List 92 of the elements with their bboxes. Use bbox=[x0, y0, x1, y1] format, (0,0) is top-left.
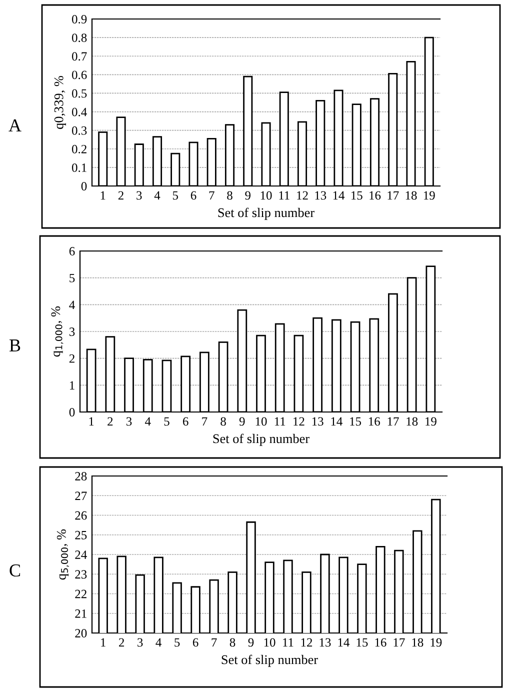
y-tick-label: 0.7 bbox=[72, 52, 87, 61]
x-tick-label: 4 bbox=[156, 638, 162, 647]
x-tick-label: 16 bbox=[368, 417, 380, 426]
y-tick-label: 0.9 bbox=[72, 15, 87, 24]
y-tick-label: 1 bbox=[70, 381, 74, 390]
x-tick-label: 3 bbox=[126, 417, 132, 426]
x-tick-label: 15 bbox=[356, 638, 368, 647]
x-tick-label: 10 bbox=[260, 191, 272, 200]
x-tick-label: 18 bbox=[406, 191, 417, 200]
x-tick-label: 9 bbox=[245, 191, 250, 200]
x-tick-label: 1 bbox=[89, 417, 94, 426]
x-tick-label: 19 bbox=[424, 191, 435, 200]
y-tick-label: 6 bbox=[69, 247, 75, 256]
x-tick-label: 17 bbox=[388, 417, 399, 426]
y-tick-label: 4 bbox=[69, 300, 75, 310]
x-tick-label: 17 bbox=[388, 191, 399, 200]
x-tick-label: 2 bbox=[108, 417, 113, 426]
text: A bbox=[8, 119, 22, 132]
x-tick-label: 16 bbox=[375, 638, 386, 647]
y-tick-label: 20 bbox=[75, 629, 87, 638]
text: C bbox=[10, 564, 20, 577]
y-tick-label: 0 bbox=[81, 182, 87, 190]
x-tick-label: 2 bbox=[119, 638, 124, 647]
y-tick-label: 0.1 bbox=[72, 163, 86, 172]
x-tick-label: 2 bbox=[118, 191, 124, 200]
x-axis-title: Set of slip number bbox=[218, 208, 314, 220]
y-tick-label: 0 bbox=[69, 408, 75, 416]
x-tick-label: 7 bbox=[202, 417, 208, 426]
x-tick-label: 4 bbox=[154, 191, 160, 200]
y-tick-label: 27 bbox=[75, 492, 87, 500]
x-tick-label: 14 bbox=[338, 638, 350, 647]
y-tick-label: 26 bbox=[75, 511, 87, 520]
x-tick-label: 8 bbox=[220, 417, 226, 426]
x-tick-label: 1 bbox=[100, 191, 106, 200]
x-tick-label: 7 bbox=[209, 191, 214, 200]
x-tick-label: 3 bbox=[138, 638, 143, 647]
y-tick-label: 0.2 bbox=[72, 144, 86, 154]
x-tick-label: 19 bbox=[426, 417, 436, 426]
x-tick-label: 6 bbox=[192, 638, 198, 647]
x-tick-label: 8 bbox=[227, 191, 232, 200]
x-tick-label: 7 bbox=[212, 638, 217, 647]
x-tick-label: 11 bbox=[274, 417, 286, 426]
x-tick-label: 6 bbox=[190, 191, 196, 200]
y-axis-title: q$_{1,000}$, % bbox=[51, 306, 64, 357]
x-tick-label: 10 bbox=[256, 417, 267, 426]
x-tick-label: 14 bbox=[333, 191, 345, 200]
x-tick-label: 13 bbox=[312, 417, 324, 426]
x-tick-label: 12 bbox=[297, 191, 308, 200]
y-tick-label: 5 bbox=[70, 274, 75, 282]
y-tick-label: 21 bbox=[75, 609, 86, 618]
y-tick-label: 0.3 bbox=[72, 126, 87, 135]
y-axis-title: q$_{5,000}$, % bbox=[56, 529, 69, 580]
x-tick-label: 9 bbox=[239, 417, 245, 426]
y-tick-label: 23 bbox=[75, 570, 87, 579]
y-tick-label: 22 bbox=[75, 590, 86, 598]
x-tick-label: 8 bbox=[230, 638, 236, 647]
x-tick-label: 13 bbox=[315, 191, 326, 200]
y-tick-label: 0.6 bbox=[72, 70, 87, 80]
x-tick-label: 5 bbox=[172, 191, 178, 200]
x-tick-label: 18 bbox=[406, 417, 418, 426]
x-tick-label: 3 bbox=[136, 191, 142, 200]
x-tick-label: 14 bbox=[331, 417, 342, 426]
y-axis-title: q0,339, % bbox=[54, 76, 66, 129]
x-tick-label: 5 bbox=[164, 417, 170, 426]
x-tick-label: 12 bbox=[301, 638, 312, 647]
x-tick-label: 6 bbox=[182, 417, 188, 426]
x-tick-label: 19 bbox=[430, 638, 442, 647]
x-tick-label: 16 bbox=[370, 191, 381, 200]
x-axis-title: Set of slip number bbox=[222, 654, 318, 667]
x-tick-label: 12 bbox=[294, 417, 304, 426]
x-tick-label: 9 bbox=[248, 638, 254, 647]
x-tick-label: 18 bbox=[412, 638, 424, 647]
x-tick-label: 5 bbox=[174, 638, 180, 647]
y-tick-label: 28 bbox=[75, 472, 87, 480]
y-tick-label: 24 bbox=[75, 550, 87, 559]
text: B bbox=[9, 340, 20, 352]
x-tick-label: 10 bbox=[264, 638, 276, 647]
x-tick-label: 17 bbox=[394, 638, 405, 647]
y-tick-label: 2 bbox=[69, 354, 74, 363]
x-tick-label: 11 bbox=[283, 638, 294, 647]
y-tick-label: 3 bbox=[69, 328, 75, 336]
x-tick-label: 1 bbox=[101, 638, 106, 647]
y-tick-label: 0.5 bbox=[72, 89, 87, 98]
y-tick-label: 25 bbox=[75, 530, 87, 540]
y-tick-label: 0.4 bbox=[72, 108, 87, 116]
x-axis-title: Set of slip number bbox=[213, 434, 310, 446]
x-tick-label: 4 bbox=[144, 417, 151, 426]
x-tick-label: 15 bbox=[351, 191, 362, 200]
x-tick-label: 13 bbox=[320, 638, 331, 647]
x-tick-label: 11 bbox=[279, 191, 290, 200]
x-tick-label: 15 bbox=[350, 417, 362, 426]
y-tick-label: 0.8 bbox=[72, 34, 87, 42]
